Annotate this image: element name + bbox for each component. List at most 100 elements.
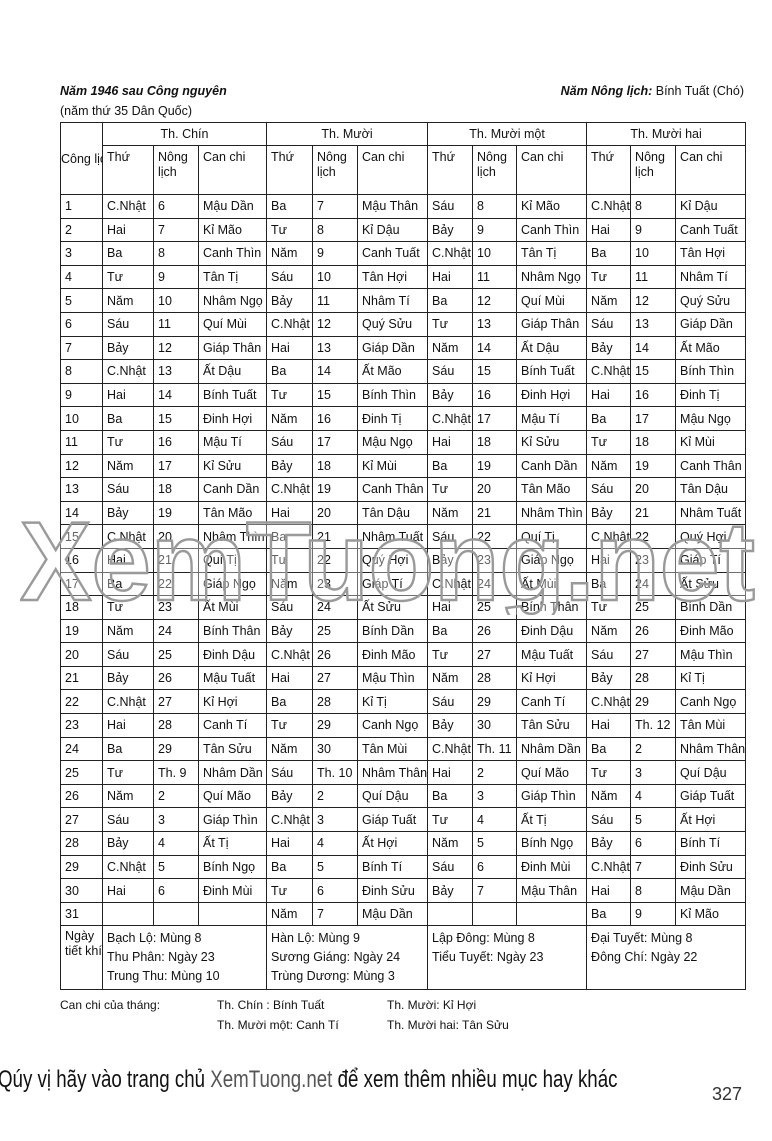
cell-can-chi: Mậu Tí (516, 406, 588, 431)
cell-nong-lich: 8 (153, 241, 199, 266)
cell-nong-lich: 9 (312, 241, 358, 266)
month-header: Th. Chín (102, 122, 267, 146)
tiet-khi-cell: Lập Đông: Mùng 8 Tiểu Tuyết: Ngày 23 (427, 925, 588, 991)
cell-thu: Sáu (586, 311, 632, 337)
cell-thu: C.Nhật (427, 571, 474, 597)
cell-thu: Bảy (586, 665, 632, 691)
cell-can-chi: Ất Mão (356, 359, 429, 384)
cell-thu: Sáu (427, 359, 474, 384)
cell-thu: Tư (102, 595, 154, 620)
cell-cong-lich: 30 (60, 878, 103, 903)
cell-thu: Năm (102, 618, 154, 644)
cell-can-chi: Giáp Thìn (516, 783, 588, 809)
cell-can-chi: Tân Dậu (675, 477, 747, 502)
cell-thu: Sáu (586, 807, 632, 833)
cell-thu: Hai (586, 217, 632, 243)
cell-cong-lich: 9 (60, 382, 103, 408)
cell-thu: Ba (102, 241, 154, 266)
cell-can-chi: Kỉ Mùi (675, 429, 747, 455)
cell-nong-lich: 17 (472, 406, 518, 431)
cell-nong-lich: 8 (472, 194, 518, 219)
tiet-khi-entry: Trùng Dương: Mùng 3 (271, 969, 395, 984)
cell-can-chi: Nhâm Thân (675, 736, 747, 762)
tiet-khi-label: Ngày tiết khí (60, 925, 103, 991)
cell-can-chi: Mậu Thìn (356, 665, 429, 691)
cell-thu: C.Nhật (266, 807, 313, 833)
cell-thu: Sáu (266, 595, 313, 620)
cell-thu: Bảy (586, 831, 632, 856)
cell-can-chi: Ất Tị (198, 831, 267, 856)
cell-thu: Tư (427, 477, 474, 502)
cell-nong-lich: 26 (153, 665, 199, 691)
cell-can-chi: Ất Mùi (198, 595, 267, 620)
cell-nong-lich: 29 (153, 736, 199, 762)
cell-can-chi: Mậu Dần (675, 878, 747, 903)
table-row: 11 Tư 16 Mậu Tí Sáu 17 Mậu Ngọ Hai 18 Kỉ Sửu Tư 18 K… (60, 429, 747, 455)
sub-header-thu: Thứ (102, 145, 154, 195)
month-can-chi-label: Can chi của tháng: (60, 998, 161, 1012)
sub-header-can-chi: Can chi (356, 145, 429, 195)
cell-thu: Năm (102, 453, 154, 479)
cell-thu: Bảy (266, 453, 313, 479)
cell-can-chi: Bính Tuất (198, 382, 267, 408)
month-header: Th. Mười hai (586, 122, 747, 146)
cell-can-chi: Ất Mão (675, 335, 747, 361)
cell-nong-lich: 17 (630, 406, 677, 431)
cell-nong-lich: 16 (472, 382, 518, 408)
tiet-khi-entry: Lập Đông: Mùng 8 (432, 931, 535, 946)
sub-header-can-chi: Can chi (516, 145, 588, 195)
cell-thu: Ba (102, 736, 154, 762)
footer-site-link[interactable]: XemTuong.net (210, 1066, 333, 1093)
cell-can-chi: Ất Tị (516, 807, 588, 833)
cell-nong-lich: 9 (630, 901, 677, 927)
cell-can-chi: Nhâm Tí (675, 264, 747, 290)
cell-thu: Năm (102, 288, 154, 313)
cell-thu: Sáu (102, 807, 154, 833)
cell-can-chi: Canh Dần (516, 453, 588, 479)
cell-thu: Tư (586, 595, 632, 620)
cell-nong-lich: 7 (312, 901, 358, 927)
lunar-year-value: Bính Tuất (Chó) (655, 84, 744, 98)
cell-cong-lich: 5 (60, 288, 103, 313)
cell-nong-lich: 13 (153, 359, 199, 384)
table-row: 31 Năm 7 Mậu Dần Ba 9 Kỉ Mão (60, 901, 747, 927)
cell-nong-lich: 10 (630, 241, 677, 266)
cell-thu: Hai (427, 760, 474, 785)
cell-can-chi: Kỉ Tị (356, 689, 429, 715)
cell-can-chi: Bính Tí (675, 831, 747, 856)
cell-can-chi: Nhâm Ngọ (198, 288, 267, 313)
cell-thu: C.Nhật (586, 689, 632, 715)
cell-can-chi: Kỉ Mão (516, 194, 588, 219)
cell-nong-lich: 5 (153, 854, 199, 880)
month-can-chi-9: Th. Chín : Bính Tuất (217, 998, 325, 1012)
cell-nong-lich: 13 (630, 311, 677, 337)
cell-thu: Năm (427, 831, 474, 856)
cell-cong-lich: 4 (60, 264, 103, 290)
cell-thu: Hai (266, 831, 313, 856)
cell-thu: Sáu (102, 311, 154, 337)
cell-nong-lich: 29 (472, 689, 518, 715)
cell-thu: Hai (586, 878, 632, 903)
cell-can-chi: Mậu Ngọ (356, 429, 429, 455)
cell-nong-lich: Th. 12 (630, 713, 677, 738)
cell-thu: C.Nhật (102, 524, 154, 549)
tiet-khi-entry: Hàn Lộ: Mùng 9 (271, 931, 360, 946)
cell-can-chi: Đinh Mùi (198, 878, 267, 903)
cell-thu: C.Nhật (586, 194, 632, 219)
month-can-chi-11: Th. Mười một: Canh Tí (217, 1018, 339, 1032)
cell-thu: Năm (266, 901, 313, 927)
cell-can-chi: Mậu Dần (356, 901, 429, 927)
lunar-year-label: Năm Nông lịch: (560, 84, 653, 98)
cell-thu: Ba (586, 241, 632, 266)
cell-can-chi: Tân Hợi (675, 241, 747, 266)
cell-thu: Năm (266, 571, 313, 597)
cell-thu: Sáu (427, 854, 474, 880)
cell-thu: Hai (102, 878, 154, 903)
cell-nong-lich: 23 (153, 595, 199, 620)
cell-thu: Ba (427, 783, 474, 809)
cell-nong-lich: 11 (472, 264, 518, 290)
tiet-khi-entry: Thu Phân: Ngày 23 (107, 950, 215, 965)
table-row: 10 Ba 15 Đinh Hợi Năm 16 Đinh Tị C.Nhật 17 Mậu Tí… (60, 406, 747, 431)
cell-thu: Tư (266, 878, 313, 903)
cell-nong-lich: 5 (472, 831, 518, 856)
